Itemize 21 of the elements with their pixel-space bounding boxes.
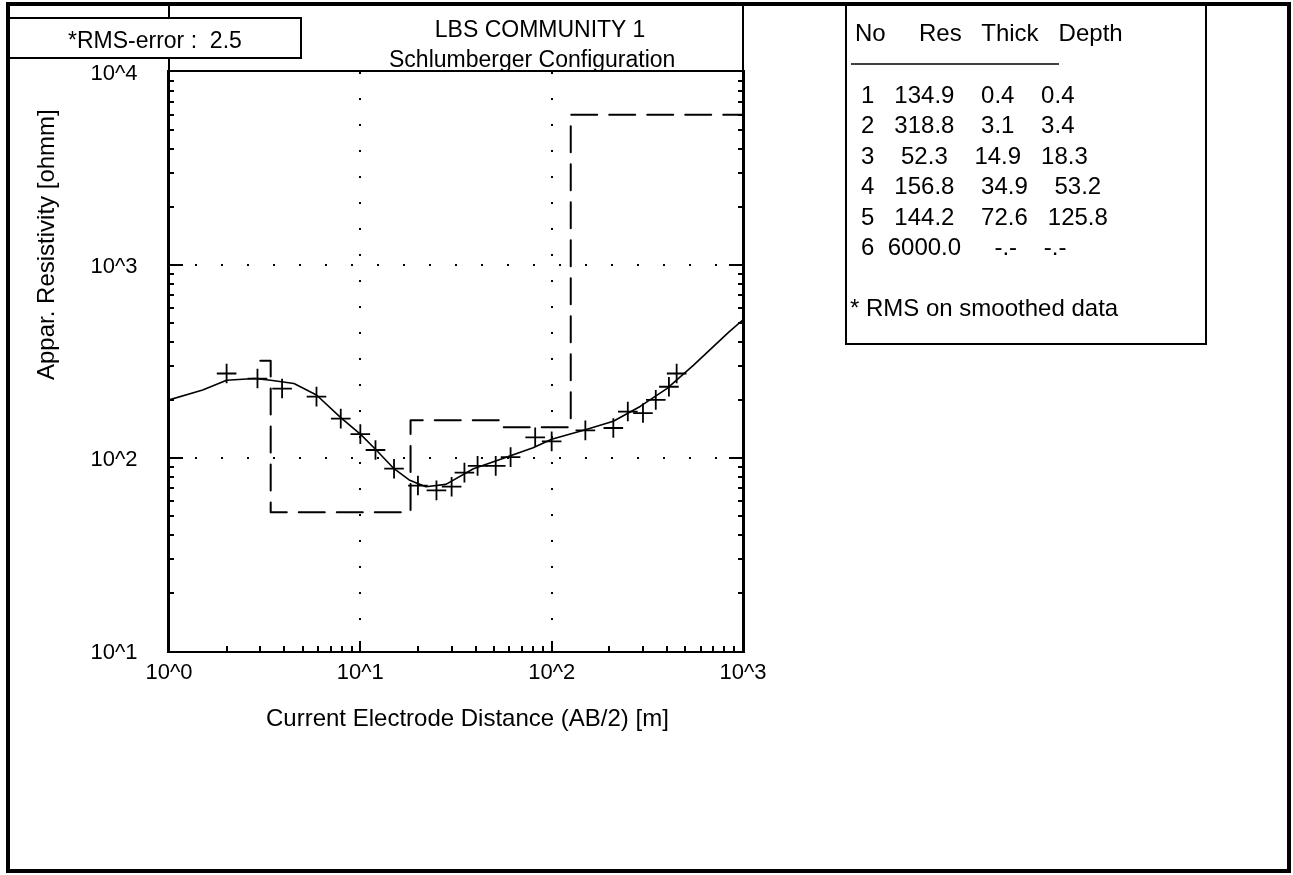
x-tick-label: 10^0 [145, 659, 193, 685]
text: 5 144.2 72.6 125.8 [861, 203, 1108, 230]
y-tick-label: 10^4 [90, 59, 138, 85]
y-tick-label: 10^1 [90, 638, 138, 664]
chart-title: LBS COMMUNITY 1 [434, 16, 646, 43]
text: 6 6000.0 -.- -.- [861, 233, 1067, 260]
y-tick-label: 10^3 [90, 252, 138, 278]
y-tick-label: 10^2 [90, 445, 138, 471]
text: 1 134.9 0.4 0.4 [861, 81, 1075, 108]
chart-subtitle: Schlumberger Configuration [389, 46, 676, 72]
x-tick-label: 10^1 [336, 659, 384, 685]
y-axis-title: Appar. Resistivity [ohmm] [32, 109, 59, 380]
text: 2 318.8 3.1 3.4 [861, 111, 1075, 138]
text: 3 52.3 14.9 18.3 [861, 142, 1088, 169]
x-axis-title: Current Electrode Distance (AB/2) [m] [266, 704, 669, 731]
x-tick-label: 10^3 [719, 659, 767, 685]
text: *RMS-error : 2.5 [68, 27, 242, 53]
text: * RMS on smoothed data [850, 294, 1119, 321]
text: No Res Thick Depth [855, 19, 1123, 46]
x-tick-label: 10^2 [528, 659, 576, 685]
text: 4 156.8 34.9 53.2 [861, 172, 1102, 199]
